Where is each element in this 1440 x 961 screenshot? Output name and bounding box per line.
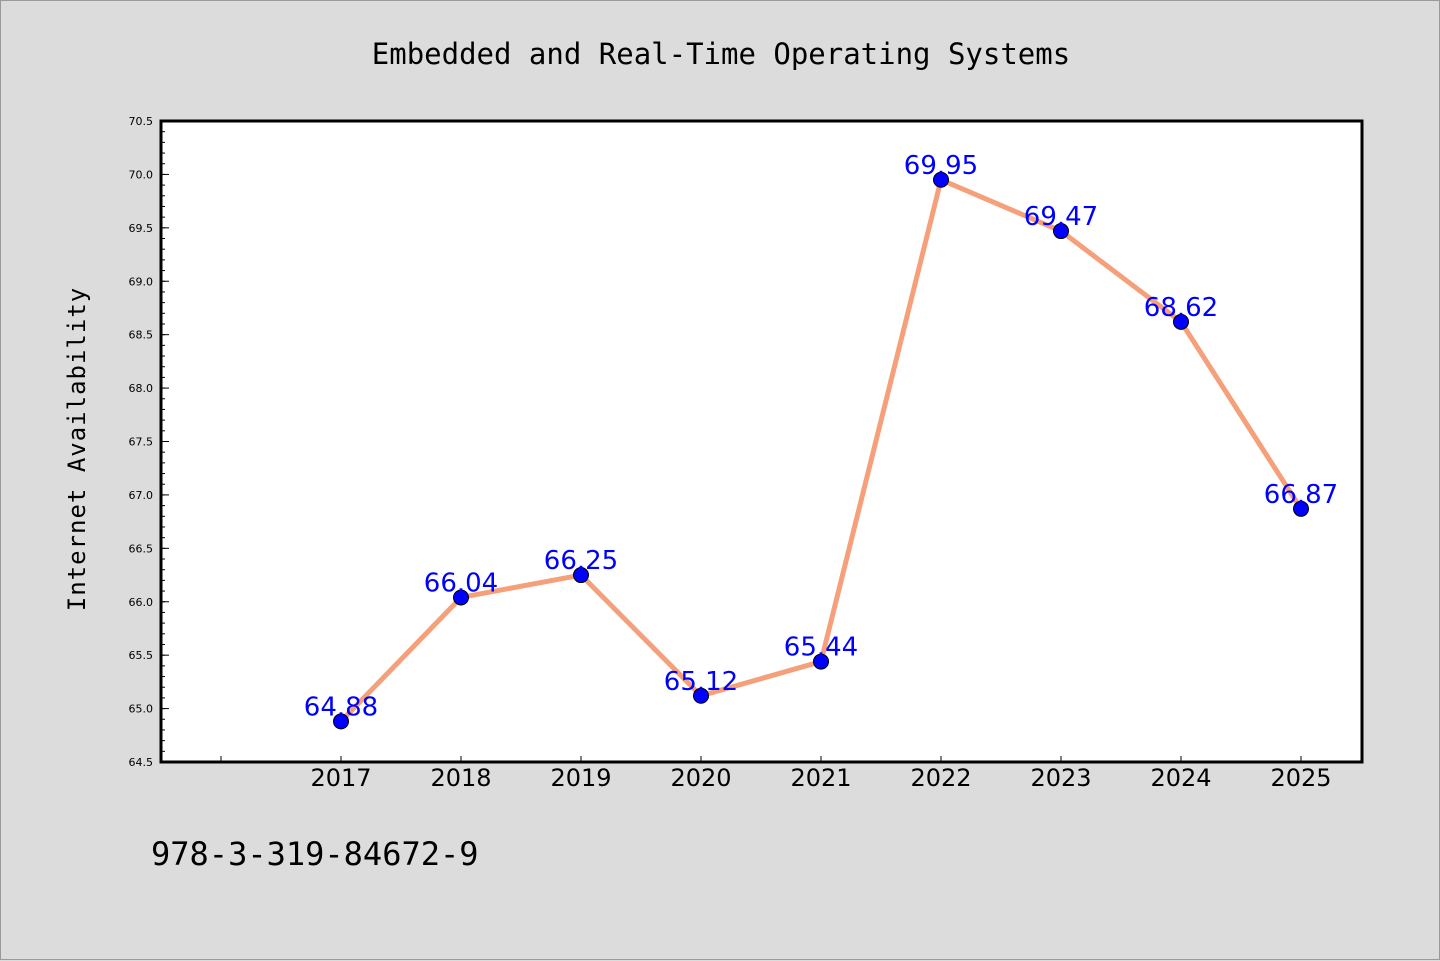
x-tick-label: 2023: [1030, 764, 1091, 792]
y-axis: 64.5 65.0 65.5 66.0 66.5 67.0 67.5 68.0 68.5 69.0…: [129, 115, 169, 769]
y-tick-label: 69.5: [129, 222, 154, 235]
data-point: [573, 567, 589, 584]
data-point: [1173, 313, 1189, 330]
x-tick-label: 2019: [550, 764, 611, 792]
y-tick-label: 64.5: [129, 756, 154, 769]
data-labels: 64.88 66.04 66.25 65.12 65.44 69.95 69.47 68.62…: [304, 151, 1338, 723]
series-line-group: [333, 171, 1309, 730]
data-label: 69.47: [1024, 202, 1098, 232]
data-label: 69.95: [904, 151, 978, 181]
y-axis-label: Internet Availability: [63, 287, 91, 611]
chart-title: Embedded and Real-Time Operating Systems: [372, 37, 1070, 71]
y-tick-label: 67.0: [129, 489, 154, 502]
y-tick-label: 67.5: [129, 436, 154, 449]
data-point: [1053, 223, 1069, 240]
y-tick-label: 65.5: [129, 649, 154, 662]
data-point: [813, 653, 829, 670]
y-tick-label: 68.0: [129, 382, 154, 395]
data-point: [333, 713, 349, 730]
data-point: [933, 171, 949, 188]
plot-frame: [159, 119, 1364, 764]
footer-code: 978-3-319-84672-9: [151, 835, 479, 873]
data-label: 68.62: [1144, 293, 1218, 323]
y-tick-label: 68.5: [129, 329, 154, 342]
y-tick-label: 70.5: [129, 115, 154, 128]
x-tick-label: 2021: [790, 764, 851, 792]
data-label: 66.04: [424, 568, 498, 598]
plot-area: [161, 121, 1362, 762]
y-tick-label: 65.0: [129, 703, 154, 716]
x-tick-label: 2025: [1270, 764, 1331, 792]
y-tick-label: 66.0: [129, 596, 154, 609]
y-tick-label: 70.0: [129, 168, 154, 181]
data-label: 66.87: [1264, 480, 1338, 510]
data-point: [1293, 500, 1309, 517]
data-label: 64.88: [304, 692, 378, 722]
x-tick-label: 2024: [1150, 764, 1211, 792]
x-tick-label: 2022: [910, 764, 971, 792]
data-point: [453, 589, 469, 606]
data-label: 65.12: [664, 667, 738, 697]
data-label: 65.44: [784, 633, 858, 663]
x-tick-label: 2020: [670, 764, 731, 792]
x-tick-label: 2018: [430, 764, 491, 792]
y-tick-label: 69.0: [129, 275, 154, 288]
data-label: 66.25: [544, 546, 618, 576]
y-tick-label: 66.5: [129, 542, 154, 555]
data-point: [693, 687, 709, 704]
x-tick-label: 2017: [310, 764, 371, 792]
x-axis: 2017 2018 2019 2020 2021 2022 2023 2024 2025: [220, 756, 1332, 792]
